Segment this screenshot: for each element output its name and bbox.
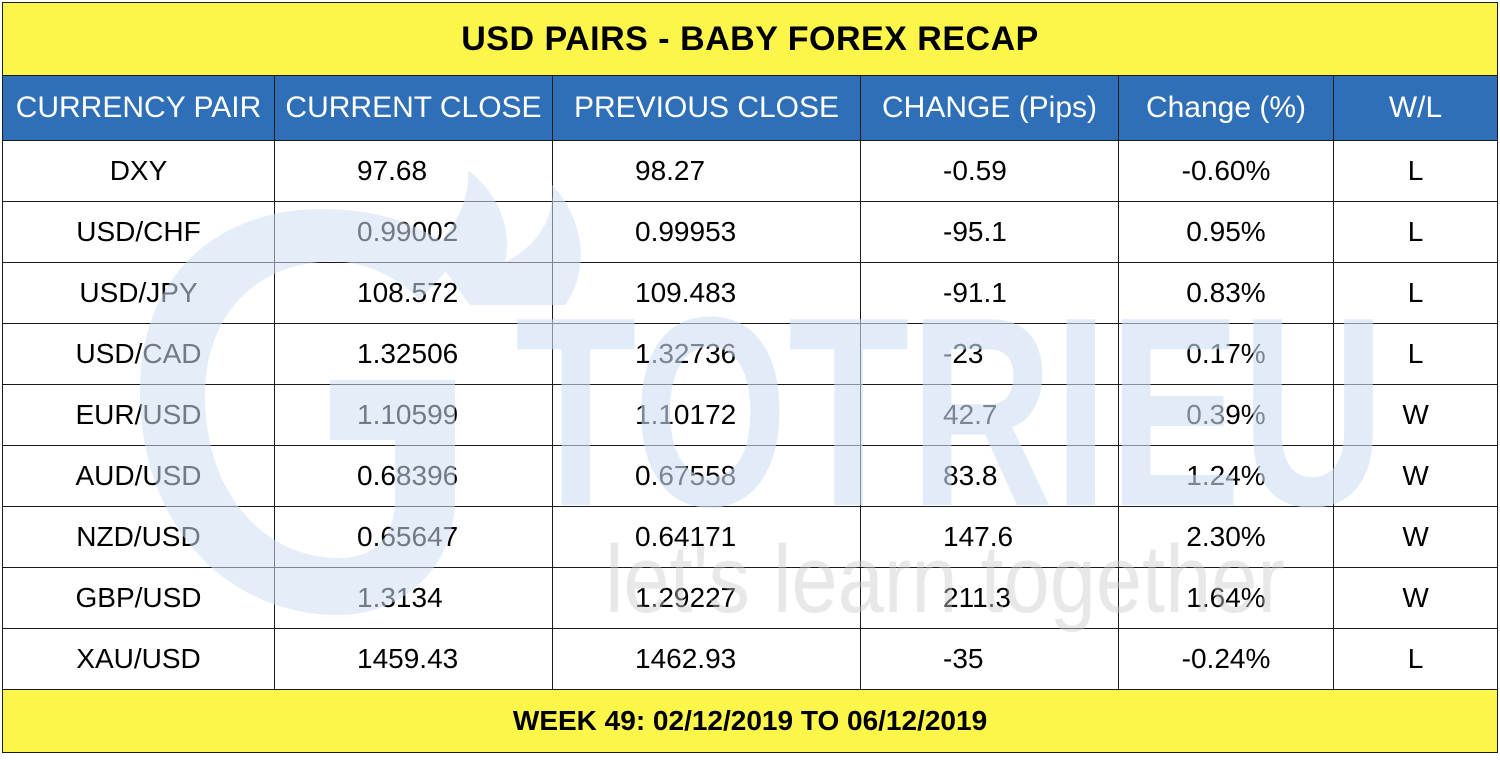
cell-change-pips: 42.7 [860,384,1119,446]
cell-current-close: 0.99002 [274,201,553,263]
cell-current-close: 0.68396 [274,445,553,507]
title-row: USD PAIRS - BABY FOREX RECAP [1,2,1499,76]
cell-win-loss: W [1332,567,1499,629]
table-row: XAU/USD 1459.43 1462.93 -35 -0.24% L [2,628,1499,690]
cell-previous-close: 98.27 [552,140,861,202]
cell-current-close: 1.3134 [274,567,553,629]
cell-win-loss: L [1332,201,1499,263]
cell-pair: USD/JPY [2,262,275,324]
cell-current-close: 97.68 [274,140,553,202]
cell-win-loss: L [1332,140,1499,202]
cell-previous-close: 1.32736 [552,323,861,385]
cell-win-loss: W [1332,384,1499,446]
cell-win-loss: W [1332,445,1499,507]
table-row: USD/CHF 0.99002 0.99953 -95.1 0.95% L [2,201,1499,263]
cell-change-pips: 211.3 [860,567,1119,629]
header-row: CURRENCY PAIR CURRENT CLOSE PREVIOUS CLO… [2,75,1499,141]
cell-current-close: 108.572 [274,262,553,324]
cell-previous-close: 1462.93 [552,628,861,690]
cell-pair: NZD/USD [2,506,275,568]
cell-win-loss: W [1332,506,1499,568]
cell-change-percent: 0.39% [1118,384,1334,446]
table-row: AUD/USD 0.68396 0.67558 83.8 1.24% W [2,445,1499,507]
header-change-pips: CHANGE (Pips) [860,75,1119,141]
cell-pair: AUD/USD [2,445,275,507]
cell-previous-close: 1.29227 [552,567,861,629]
footer-row: WEEK 49: 02/12/2019 TO 06/12/2019 [1,689,1499,753]
cell-change-pips: -23 [860,323,1119,385]
table-row: DXY 97.68 98.27 -0.59 -0.60% L [2,140,1499,202]
cell-current-close: 1.10599 [274,384,553,446]
cell-change-pips: -0.59 [860,140,1119,202]
cell-change-percent: 1.24% [1118,445,1334,507]
cell-change-pips: -91.1 [860,262,1119,324]
cell-change-percent: 2.30% [1118,506,1334,568]
cell-change-pips: 147.6 [860,506,1119,568]
header-previous-close: PREVIOUS CLOSE [552,75,861,141]
cell-current-close: 0.65647 [274,506,553,568]
cell-previous-close: 109.483 [552,262,861,324]
cell-change-pips: 83.8 [860,445,1119,507]
header-win-loss: W/L [1332,75,1499,141]
cell-current-close: 1.32506 [274,323,553,385]
cell-change-pips: -95.1 [860,201,1119,263]
cell-change-percent: -0.60% [1118,140,1334,202]
cell-win-loss: L [1332,628,1499,690]
table-row: EUR/USD 1.10599 1.10172 42.7 0.39% W [2,384,1499,446]
cell-change-percent: 0.83% [1118,262,1334,324]
cell-win-loss: L [1332,323,1499,385]
cell-previous-close: 0.67558 [552,445,861,507]
cell-pair: DXY [2,140,275,202]
header-change-percent: Change (%) [1118,75,1334,141]
cell-change-pips: -35 [860,628,1119,690]
week-range-footer: WEEK 49: 02/12/2019 TO 06/12/2019 [1,689,1499,753]
cell-previous-close: 1.10172 [552,384,861,446]
header-current-close: CURRENT CLOSE [274,75,553,141]
cell-win-loss: L [1332,262,1499,324]
cell-previous-close: 0.99953 [552,201,861,263]
cell-pair: GBP/USD [2,567,275,629]
cell-change-percent: 0.17% [1118,323,1334,385]
cell-pair: XAU/USD [2,628,275,690]
cell-change-percent: -0.24% [1118,628,1334,690]
cell-change-percent: 0.95% [1118,201,1334,263]
table-row: NZD/USD 0.65647 0.64171 147.6 2.30% W [2,506,1499,568]
header-currency-pair: CURRENCY PAIR [2,75,275,141]
table-title: USD PAIRS - BABY FOREX RECAP [1,2,1499,76]
cell-current-close: 1459.43 [274,628,553,690]
table-row: GBP/USD 1.3134 1.29227 211.3 1.64% W [2,567,1499,629]
cell-pair: USD/CAD [2,323,275,385]
cell-previous-close: 0.64171 [552,506,861,568]
table-row: USD/JPY 108.572 109.483 -91.1 0.83% L [2,262,1499,324]
cell-change-percent: 1.64% [1118,567,1334,629]
cell-pair: EUR/USD [2,384,275,446]
table-row: USD/CAD 1.32506 1.32736 -23 0.17% L [2,323,1499,385]
cell-pair: USD/CHF [2,201,275,263]
